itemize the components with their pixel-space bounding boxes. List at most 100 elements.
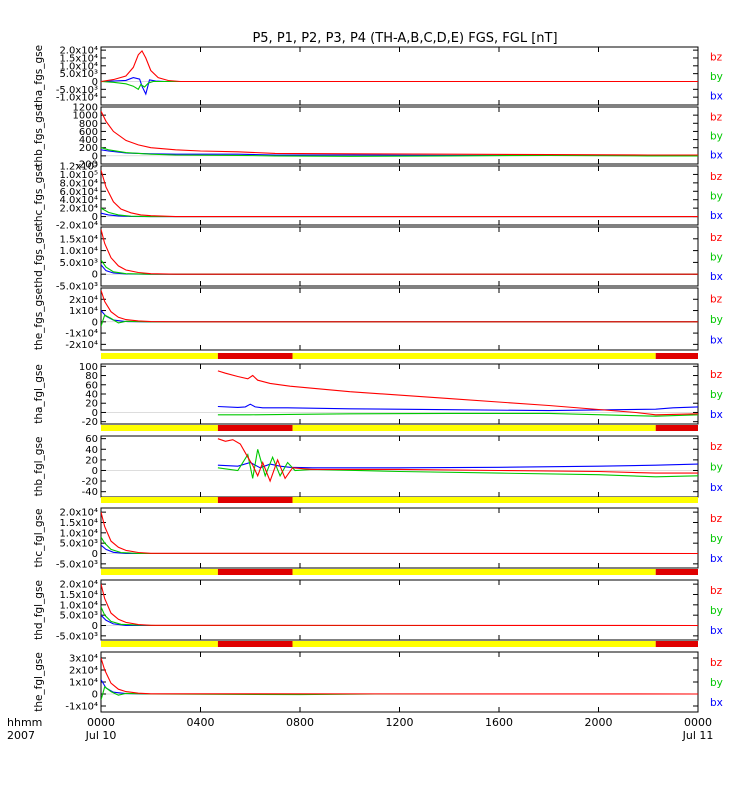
y-tick-label: 0 xyxy=(92,151,98,162)
y-tick-label: 2.0x10⁴ xyxy=(59,580,98,591)
y-axis-label: thd_fgs_gse xyxy=(33,225,45,287)
chart-title: P5, P1, P2, P3, P4 (TH-A,B,C,D,E) FGS, F… xyxy=(252,31,557,46)
y-tick-label: 40 xyxy=(85,445,98,456)
y-tick-label: 200 xyxy=(79,143,98,154)
panels: -1.0x10⁴-5.0x10³05.0x10³1.0x10⁴1.5x10⁴2.… xyxy=(33,45,723,729)
year-label: 2007 xyxy=(7,729,35,742)
status-bar xyxy=(101,353,698,359)
status-bar xyxy=(101,641,698,647)
x-tick-label: 2000 xyxy=(585,716,613,729)
plot-frame xyxy=(100,46,699,106)
legend-bz: bz xyxy=(710,232,723,244)
y-tick-label: -2.0x10⁴ xyxy=(56,221,98,232)
y-tick-label: -5.0x10³ xyxy=(56,559,98,570)
y-tick-label: 5.0x10³ xyxy=(59,539,98,550)
legend-bz: bz xyxy=(710,585,723,597)
legend-by: by xyxy=(710,252,723,264)
legend-by: by xyxy=(710,462,723,474)
status-segment-yellow xyxy=(101,569,218,575)
y-tick-label: -1x10⁴ xyxy=(65,329,98,340)
y-tick-label: -5.0x10³ xyxy=(56,631,98,642)
y-tick-label: 2x10⁴ xyxy=(69,666,98,677)
y-axis-label: thc_fgs_gse xyxy=(33,165,45,226)
status-segment-yellow xyxy=(101,497,218,503)
y-tick-label: 3x10⁴ xyxy=(69,654,98,665)
y-tick-label: 2.0x10⁴ xyxy=(59,204,98,215)
y-axis-label: tha_fgs_gse xyxy=(33,45,45,107)
series-line-bx xyxy=(101,310,698,323)
legend-by: by xyxy=(710,191,723,203)
legend-bz: bz xyxy=(710,52,723,64)
y-axis-label: the_fgs_gse xyxy=(33,288,45,350)
series-line-bx xyxy=(101,264,698,275)
y-axis-label: tha_fgl_gse xyxy=(33,364,45,424)
y-axis-label: thc_fgl_gse xyxy=(33,509,45,568)
series-line-bz xyxy=(101,49,698,83)
legend-bx: bx xyxy=(710,482,723,494)
y-tick-label: -20 xyxy=(82,417,98,428)
y-tick-label: 0 xyxy=(92,270,98,281)
x-tick-label: 0000 xyxy=(87,716,115,729)
y-tick-label: 1.5x10⁴ xyxy=(59,234,98,245)
series-line-bz xyxy=(101,229,698,275)
y-tick-label: 1.0x10⁴ xyxy=(59,246,98,257)
y-tick-label: -1x10⁴ xyxy=(65,702,98,713)
hhmm-label: hhmm xyxy=(7,716,42,729)
legend-bz: bz xyxy=(710,369,723,381)
series-line-bz xyxy=(101,170,698,218)
status-segment-yellow xyxy=(292,641,656,647)
series-line-by xyxy=(101,147,698,157)
legend-bx: bx xyxy=(710,335,723,347)
legend-by: by xyxy=(710,389,723,401)
legend-bz: bz xyxy=(710,171,723,183)
series-line-bz xyxy=(101,290,698,323)
series-line-bz xyxy=(217,438,698,483)
x-tick-label: 0800 xyxy=(286,716,314,729)
start-date-label: Jul 10 xyxy=(85,729,117,742)
plot-frame xyxy=(100,507,699,569)
end-date-label: Jul 11 xyxy=(682,729,714,742)
x-tick-label: 1600 xyxy=(485,716,513,729)
series-line-bz xyxy=(101,110,698,156)
series-line-bz xyxy=(217,370,698,416)
status-segment-red xyxy=(655,569,698,575)
series-line-by xyxy=(101,207,698,218)
legend-by: by xyxy=(710,605,723,617)
series-line-bz xyxy=(101,657,698,695)
status-segment-yellow xyxy=(292,353,656,359)
legend-bz: bz xyxy=(710,293,723,305)
y-tick-label: 80 xyxy=(85,371,98,382)
series-line-by xyxy=(101,314,698,327)
series-line-by xyxy=(101,606,698,627)
panel-tha_fgs_gse: -1.0x10⁴-5.0x10³05.0x10³1.0x10⁴1.5x10⁴2.… xyxy=(33,45,723,107)
legend-by: by xyxy=(710,314,723,326)
legend-by: by xyxy=(710,677,723,689)
y-tick-label: 800 xyxy=(79,119,98,130)
status-segment-red xyxy=(217,569,293,575)
y-tick-label: 1000 xyxy=(73,111,98,122)
series-line-by xyxy=(217,449,698,479)
y-tick-label: 2.0x10⁴ xyxy=(59,46,98,57)
y-tick-label: 5.0x10³ xyxy=(59,69,98,80)
y-tick-label: -40 xyxy=(82,487,98,498)
y-tick-label: 60 xyxy=(85,434,98,445)
y-tick-label: 20 xyxy=(85,399,98,410)
legend-bx: bx xyxy=(710,150,723,162)
series-line-by xyxy=(217,412,698,417)
status-segment-red xyxy=(217,641,293,647)
y-axis-label: thb_fgs_gse xyxy=(33,104,45,166)
series-line-bz xyxy=(101,511,698,555)
x-tick-label: 0000 xyxy=(684,716,712,729)
y-tick-label: 0 xyxy=(92,466,98,477)
y-tick-label: -5.0x10³ xyxy=(56,85,98,96)
legend-bx: bx xyxy=(710,697,723,709)
status-segment-yellow xyxy=(292,497,698,503)
y-tick-label: 0 xyxy=(92,549,98,560)
status-segment-red xyxy=(655,425,698,431)
series-line-bz xyxy=(101,583,698,627)
x-tick-label: 1200 xyxy=(386,716,414,729)
